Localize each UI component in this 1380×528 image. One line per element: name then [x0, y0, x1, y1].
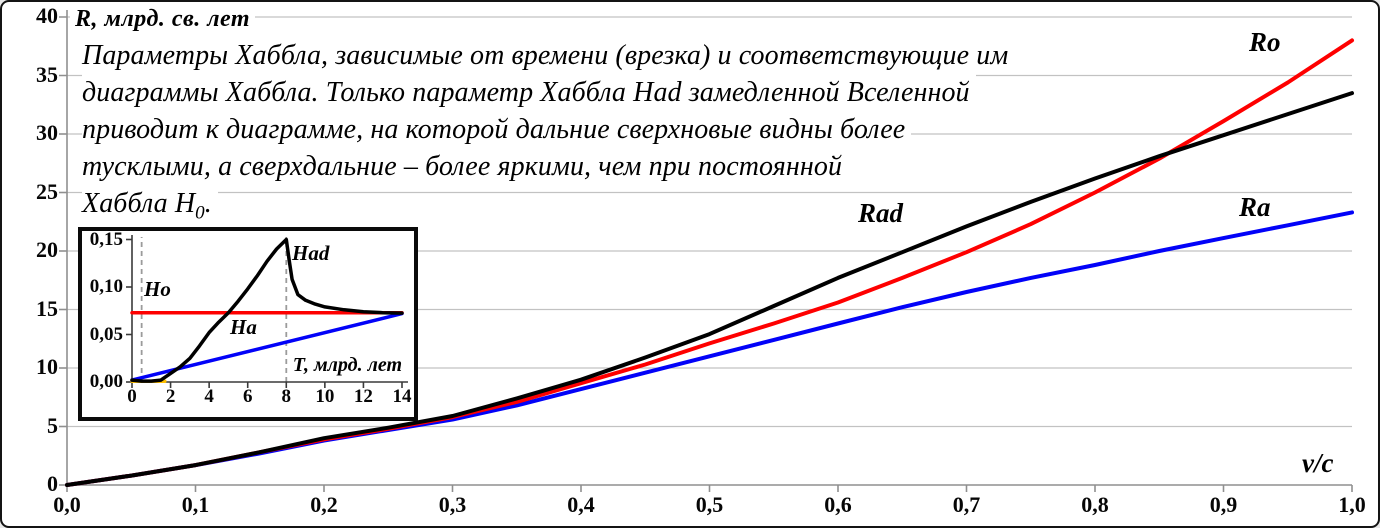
- curve-label-ha: Ha: [230, 315, 257, 339]
- caption-line: приводит к диаграмме, на которой дальние…: [82, 111, 912, 148]
- inset-chart-canvas: [126, 235, 408, 388]
- caption-line: Параметры Хаббла, зависимые от времени (…: [82, 37, 1015, 74]
- curve-label-ho: Ho: [144, 277, 171, 301]
- inset-x-axis-title: Т, млрд. лет: [292, 354, 402, 376]
- caption-line: тусклыми, а сверхдальние – более яркими,…: [82, 148, 849, 185]
- curve-label-ra: Ra: [1239, 192, 1271, 222]
- caption-line-h0: Хаббла H0.: [82, 185, 218, 232]
- curve-label-had: Had: [292, 241, 330, 265]
- curve-label-ro: Ro: [1249, 27, 1281, 57]
- x-axis-title: v/c: [1302, 448, 1334, 478]
- caption-line: диаграммы Хаббла. Только параметр Хаббла…: [82, 74, 976, 111]
- inset-chart: 0,00 0,05 0,10 0,15 0 2 4 6 8 10 12 14 Ho Had Ha Т,…: [78, 227, 418, 421]
- figure-caption: Параметры Хаббла, зависимые от времени (…: [82, 37, 1015, 232]
- y-axis-title: R, млрд. св. лет: [70, 6, 256, 33]
- curve-label-rad: Rad: [858, 198, 904, 228]
- h0-subscript: 0: [195, 202, 205, 224]
